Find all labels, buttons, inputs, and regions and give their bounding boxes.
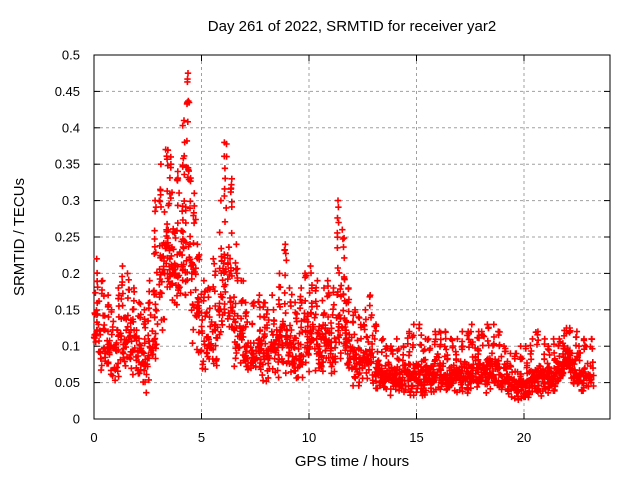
- x-tick-label: 5: [198, 430, 205, 445]
- x-axis-label: GPS time / hours: [295, 453, 409, 470]
- y-tick-label: 0.4: [62, 120, 80, 135]
- y-tick-label: 0.15: [55, 302, 80, 317]
- y-axis-label: SRMTID / TECUs: [11, 178, 28, 296]
- y-tick-label: 0.3: [62, 193, 80, 208]
- axis-ticks: [93, 54, 610, 420]
- y-tick-label: 0: [73, 412, 80, 427]
- chart-title: Day 261 of 2022, SRMTID for receiver yar…: [208, 18, 496, 35]
- x-tick-label: 10: [302, 430, 316, 445]
- y-tick-label: 0.35: [55, 157, 80, 172]
- y-tick-label: 0.2: [62, 266, 80, 281]
- y-tick-label: 0.5: [62, 48, 80, 63]
- x-tick-label: 20: [517, 430, 531, 445]
- tick-labels: 0 5 10 15 20 0 0.05 0.1 0.15 0.2 0.25 0.3 0.35 0.4 0.4…: [55, 48, 532, 446]
- y-tick-label: 0.25: [55, 230, 80, 245]
- y-tick-label: 0.1: [62, 339, 80, 354]
- scatter-markers: [90, 70, 597, 403]
- x-tick-label: 15: [409, 430, 423, 445]
- x-tick-label: 0: [90, 430, 97, 445]
- y-tick-label: 0.05: [55, 375, 80, 390]
- y-tick-label: 0.45: [55, 84, 80, 99]
- data-points: [90, 70, 597, 403]
